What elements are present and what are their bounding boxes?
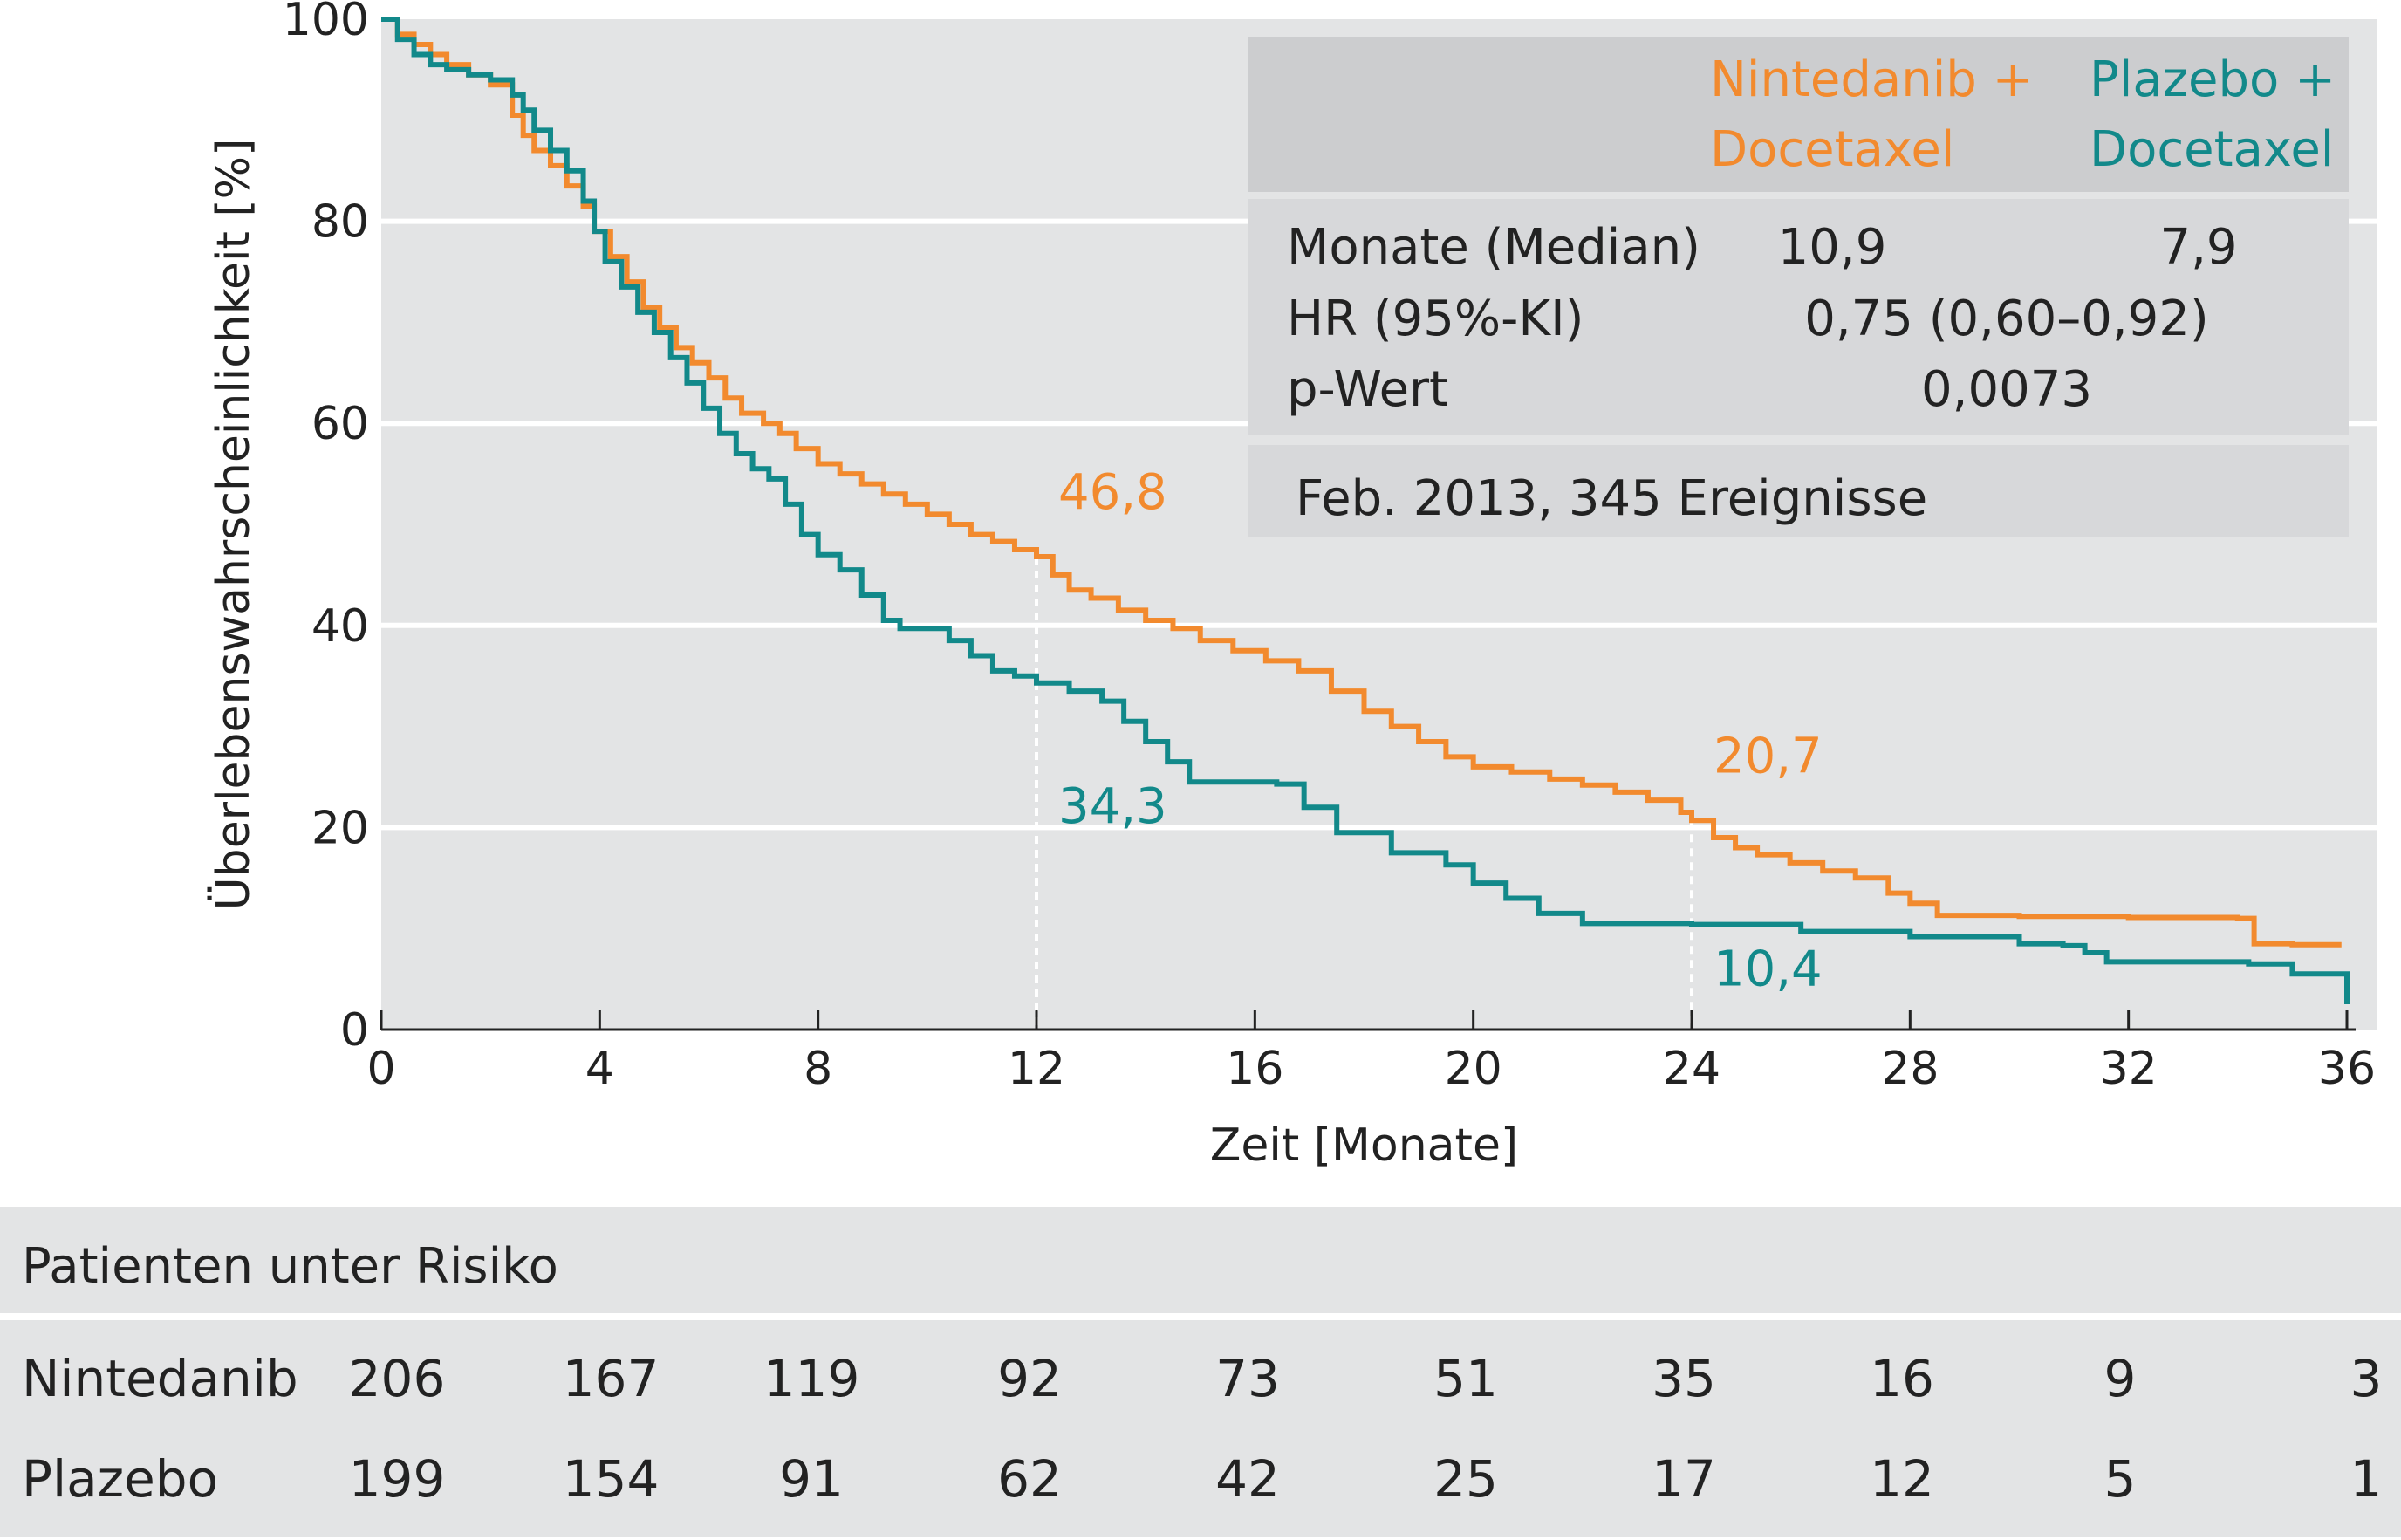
series-line-plazebo xyxy=(381,17,2350,1005)
risk-row-label: Plazebo xyxy=(22,1449,218,1509)
legend-footer-bg xyxy=(1248,445,2349,537)
x-tick-label: 4 xyxy=(585,1043,614,1095)
survival-curves xyxy=(381,17,2350,1005)
x-tick-label: 28 xyxy=(1881,1043,1939,1095)
x-tick-label: 16 xyxy=(1226,1043,1283,1095)
legend-row-value: 7,9 xyxy=(2159,219,2237,276)
y-tick-label: 80 xyxy=(311,196,369,249)
risk-table-header-bg xyxy=(0,1207,2401,1313)
risk-cell: 206 xyxy=(349,1349,446,1408)
risk-cell: 91 xyxy=(779,1449,844,1509)
legend-header-plazebo-line1: Plazebo + xyxy=(2090,51,2336,108)
annotation-plazebo: 34,3 xyxy=(1058,778,1167,835)
x-tick-label: 12 xyxy=(1008,1043,1065,1095)
axes: 0 20 40 60 80 100 0 4 8 12 16 20 24 28 32 36 Zeit [Monat… xyxy=(207,0,2376,1172)
y-tick-label: 40 xyxy=(311,600,369,653)
y-tick-label: 100 xyxy=(283,0,369,46)
x-tick-label: 0 xyxy=(366,1043,395,1095)
y-tick-label: 0 xyxy=(340,1004,369,1057)
annotation-plazebo: 10,4 xyxy=(1714,941,1823,998)
y-tick-label: 60 xyxy=(311,398,369,450)
risk-cell: 35 xyxy=(1652,1349,1716,1408)
annotation-nintedanib: 46,8 xyxy=(1058,464,1167,521)
annotation-nintedanib: 20,7 xyxy=(1714,728,1823,784)
risk-cell: 62 xyxy=(997,1449,1062,1509)
legend-row-value: 0,75 (0,60–0,92) xyxy=(1804,291,2209,347)
risk-cell: 12 xyxy=(1870,1449,1934,1509)
risk-cell: 42 xyxy=(1215,1449,1280,1509)
x-tick-label: 8 xyxy=(804,1043,832,1095)
risk-cell: 119 xyxy=(763,1349,860,1408)
legend-header-plazebo-line2: Docetaxel xyxy=(2090,121,2334,178)
legend-row-label: HR (95%-KI) xyxy=(1287,291,1584,347)
legend-header-nintedanib-line1: Nintedanib + xyxy=(1710,51,2034,108)
x-axis-title: Zeit [Monate] xyxy=(1210,1119,1518,1172)
risk-cell: 17 xyxy=(1652,1449,1716,1509)
legend-row-label: p-Wert xyxy=(1287,361,1448,418)
legend-footer-text: Feb. 2013, 345 Ereignisse xyxy=(1296,470,1927,527)
risk-cell: 5 xyxy=(2104,1449,2137,1509)
y-tick-label: 20 xyxy=(311,802,369,854)
x-tick-label: 32 xyxy=(2100,1043,2158,1095)
x-tick-label: 36 xyxy=(2318,1043,2376,1095)
risk-cell: 3 xyxy=(2350,1349,2383,1408)
risk-cell: 16 xyxy=(1870,1349,1934,1408)
risk-cell: 73 xyxy=(1215,1349,1280,1408)
risk-cell: 25 xyxy=(1433,1449,1498,1509)
series-line-nintedanib xyxy=(381,17,2342,948)
risk-cell: 1 xyxy=(2350,1449,2383,1509)
x-tick-label: 24 xyxy=(1663,1043,1720,1095)
legend-header-bg xyxy=(1248,37,2349,192)
curve-annotations: 46,8 34,3 20,7 10,4 xyxy=(1058,464,1823,998)
risk-table-title: Patienten unter Risiko xyxy=(22,1238,558,1295)
risk-cell: 154 xyxy=(563,1449,660,1509)
y-axis-title: Überlebenswahrscheinlichkeit [%] xyxy=(207,139,260,911)
risk-table-body-bg xyxy=(0,1320,2401,1537)
legend-body-bg xyxy=(1248,199,2349,435)
risk-cell: 92 xyxy=(997,1349,1062,1408)
risk-cell: 199 xyxy=(349,1449,446,1509)
risk-cell: 167 xyxy=(563,1349,660,1408)
legend-row-value: 0,0073 xyxy=(1921,361,2092,418)
risk-cell: 9 xyxy=(2104,1349,2137,1408)
x-tick-label: 20 xyxy=(1445,1043,1502,1095)
risk-row-label: Nintedanib xyxy=(22,1349,298,1408)
risk-cell: 51 xyxy=(1433,1349,1498,1408)
legend-row-value: 10,9 xyxy=(1778,219,1887,276)
legend-row-label: Monate (Median) xyxy=(1287,219,1700,276)
legend-header-nintedanib-line2: Docetaxel xyxy=(1710,121,1954,178)
